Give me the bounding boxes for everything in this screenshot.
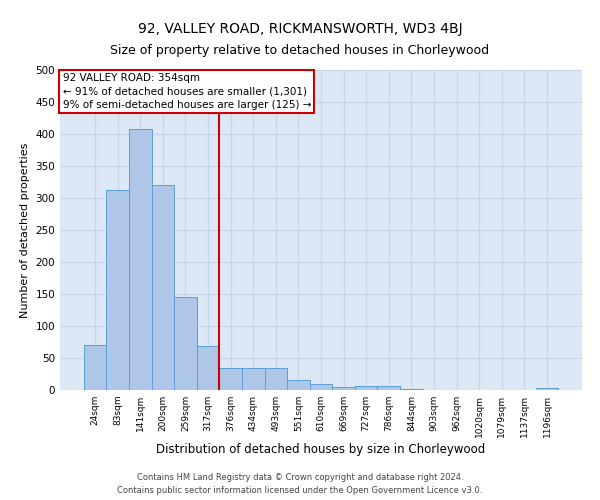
Bar xyxy=(106,190,129,390)
Bar xyxy=(265,368,287,390)
Bar xyxy=(152,185,174,390)
Bar xyxy=(197,346,220,390)
Bar xyxy=(220,368,242,390)
Y-axis label: Number of detached properties: Number of detached properties xyxy=(20,142,30,318)
Bar xyxy=(129,129,152,390)
Bar xyxy=(84,345,106,390)
X-axis label: Distribution of detached houses by size in Chorleywood: Distribution of detached houses by size … xyxy=(157,442,485,456)
Text: 92 VALLEY ROAD: 354sqm
← 91% of detached houses are smaller (1,301)
9% of semi-d: 92 VALLEY ROAD: 354sqm ← 91% of detached… xyxy=(62,73,311,110)
Bar xyxy=(310,384,332,390)
Bar xyxy=(400,388,422,390)
Bar xyxy=(536,388,558,390)
Text: Contains HM Land Registry data © Crown copyright and database right 2024.
Contai: Contains HM Land Registry data © Crown c… xyxy=(118,474,482,495)
Bar xyxy=(174,297,197,390)
Bar xyxy=(377,386,400,390)
Bar xyxy=(242,368,265,390)
Bar xyxy=(287,380,310,390)
Bar xyxy=(332,387,355,390)
Bar xyxy=(355,386,377,390)
Text: 92, VALLEY ROAD, RICKMANSWORTH, WD3 4BJ: 92, VALLEY ROAD, RICKMANSWORTH, WD3 4BJ xyxy=(137,22,463,36)
Text: Size of property relative to detached houses in Chorleywood: Size of property relative to detached ho… xyxy=(110,44,490,57)
